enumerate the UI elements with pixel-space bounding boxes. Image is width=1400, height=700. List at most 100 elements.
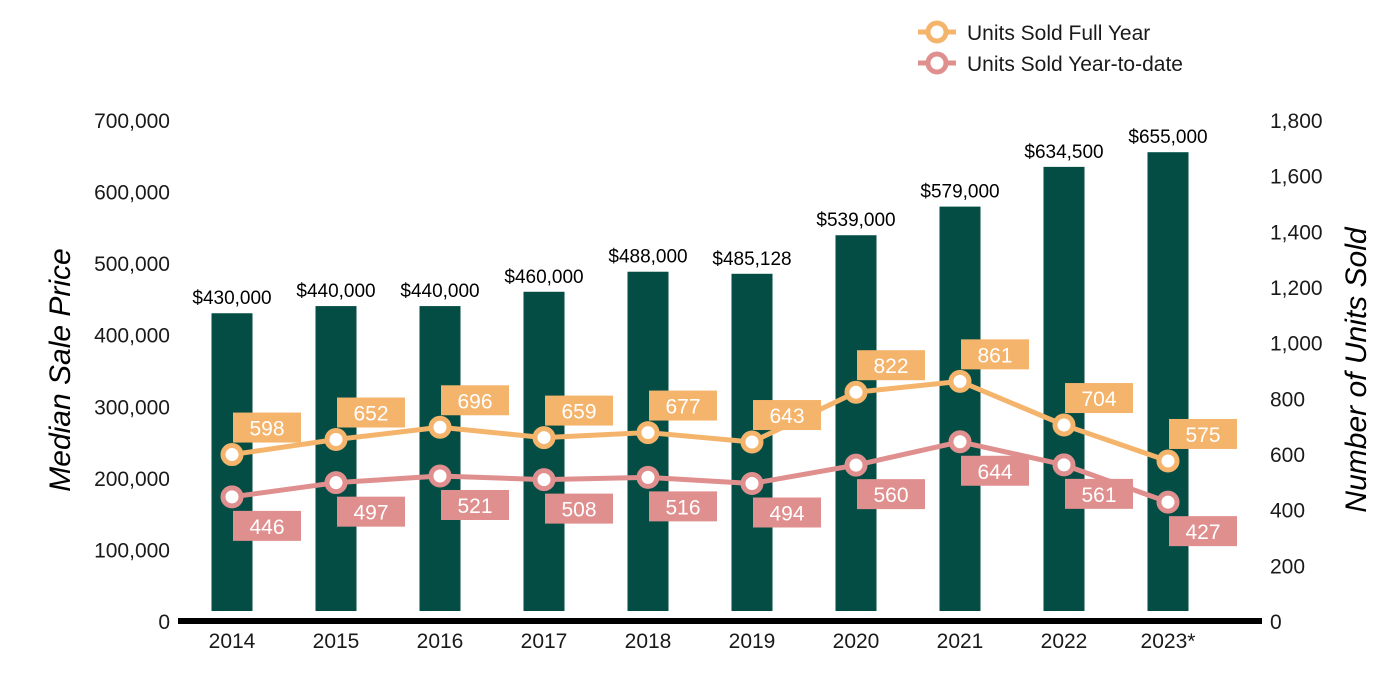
- series-point: [740, 472, 764, 496]
- series-point: [324, 471, 348, 495]
- legend-item: Units Sold Year-to-date: [918, 51, 1183, 76]
- bar-value-labels: $430,000 $440,000 $440,000 $460,000 $488,000…: [192, 127, 1207, 309]
- y-tick-label: 100,000: [94, 539, 170, 562]
- point-value-label: 560: [873, 484, 908, 507]
- legend-label: Units Sold Year-to-date: [967, 53, 1183, 76]
- series-point: [948, 369, 972, 393]
- y-tick-label: 700,000: [94, 110, 170, 133]
- bar-value-label: $440,000: [296, 281, 375, 302]
- y2-tick-label: 400: [1270, 500, 1305, 523]
- series-point: [844, 380, 868, 404]
- point-value-label: 494: [769, 503, 804, 526]
- y-tick-label: 300,000: [94, 396, 170, 419]
- point-value-label: 659: [561, 401, 596, 424]
- bar-value-label: $655,000: [1128, 127, 1207, 148]
- series-point: [532, 468, 556, 492]
- x-tick-label: 2021: [937, 630, 984, 653]
- point-value-label: 427: [1185, 521, 1220, 544]
- legend-label: Units Sold Full Year: [967, 22, 1150, 45]
- y-tick-label: 400,000: [94, 325, 170, 348]
- y2-tick-label: 800: [1270, 388, 1305, 411]
- legend-swatch-marker: [925, 20, 949, 44]
- point-value-label: 516: [665, 496, 700, 519]
- bar: [315, 306, 357, 611]
- point-label-box: [1169, 516, 1237, 547]
- bar-value-label: $488,000: [608, 247, 687, 268]
- bar: [835, 235, 877, 612]
- series-point: [1052, 413, 1076, 437]
- point-value-label: 652: [353, 403, 388, 426]
- bar-value-label: $539,000: [816, 210, 895, 231]
- series-point: [740, 430, 764, 454]
- point-value-label: 598: [249, 418, 284, 441]
- point-value-label: 696: [457, 390, 492, 413]
- series-point: [428, 415, 452, 439]
- point-value-label: 446: [249, 516, 284, 539]
- y-axis-title: Median Sale Price: [44, 248, 77, 491]
- x-tick-label: 2019: [729, 630, 776, 653]
- point-value-label: 521: [457, 495, 492, 518]
- left-axis-ticks: 0 100,000 200,000 300,000 400,000 500,000 600,…: [94, 110, 170, 634]
- bar-value-label: $440,000: [400, 281, 479, 302]
- point-label-box: [961, 455, 1029, 486]
- series-point: [948, 430, 972, 454]
- bar-value-label: $430,000: [192, 288, 271, 309]
- series-line: [231, 378, 1169, 464]
- series-line: [231, 439, 1169, 505]
- series-point: [1156, 490, 1180, 514]
- series-point: [636, 421, 660, 445]
- point-label-box: [337, 496, 405, 527]
- point-value-label: 643: [769, 405, 804, 428]
- series-point: [220, 443, 244, 467]
- point-label-box: [961, 339, 1029, 370]
- x-tick-label: 2016: [417, 630, 464, 653]
- series-point: [1052, 453, 1076, 477]
- x-tick-label: 2015: [313, 630, 360, 653]
- point-label-box: [753, 497, 821, 528]
- point-label-box: [857, 350, 925, 381]
- y2-tick-label: 0: [1270, 611, 1282, 634]
- series-point: [532, 426, 556, 450]
- series-point: [220, 485, 244, 509]
- series-point: [324, 428, 348, 452]
- legend-swatch-marker: [925, 51, 949, 75]
- series-point: [844, 453, 868, 477]
- bar-series: [211, 152, 1189, 612]
- y2-tick-label: 1,400: [1270, 221, 1323, 244]
- point-value-label: 575: [1185, 424, 1220, 447]
- y-tick-label: 0: [158, 611, 170, 634]
- point-label-box: [753, 400, 821, 431]
- point-value-label: 861: [977, 344, 1012, 367]
- y2-tick-label: 1,200: [1270, 277, 1323, 300]
- x-tick-label: 2014: [209, 630, 256, 653]
- legend: Units Sold Full Year Units Sold Year-to-d…: [918, 20, 1183, 76]
- point-value-label: 822: [873, 355, 908, 378]
- x-tick-label: 2017: [521, 630, 568, 653]
- point-label-box: [1065, 383, 1133, 414]
- series-point: [428, 464, 452, 488]
- line-series-group: 446 497 521 508 516 494 560 644 561 427: [220, 430, 1237, 547]
- point-label-box: [441, 385, 509, 416]
- point-value-label: 644: [977, 461, 1012, 484]
- y2-tick-label: 1,000: [1270, 333, 1323, 356]
- y-tick-label: 500,000: [94, 253, 170, 276]
- point-label-box: [649, 390, 717, 421]
- point-label-box: [545, 493, 613, 524]
- y2-tick-label: 1,600: [1270, 166, 1323, 189]
- x-tick-label: 2022: [1041, 630, 1088, 653]
- bar-value-label: $485,128: [712, 249, 791, 270]
- point-label-box: [857, 479, 925, 510]
- point-value-label: 704: [1081, 388, 1116, 411]
- y-tick-label: 200,000: [94, 468, 170, 491]
- line-series-group: 598 652 696 659 677 643 822 861 704 575: [220, 339, 1237, 473]
- point-label-box: [233, 510, 301, 541]
- line-series: 598 652 696 659 677 643 822 861 704 575 446 497 521 5…: [220, 339, 1237, 547]
- point-label-box: [545, 395, 613, 426]
- point-label-box: [649, 491, 717, 522]
- x-tick-label: 2020: [833, 630, 880, 653]
- bar-value-label: $460,000: [504, 267, 583, 288]
- series-point: [636, 465, 660, 489]
- y2-tick-label: 200: [1270, 555, 1305, 578]
- bar: [939, 206, 981, 611]
